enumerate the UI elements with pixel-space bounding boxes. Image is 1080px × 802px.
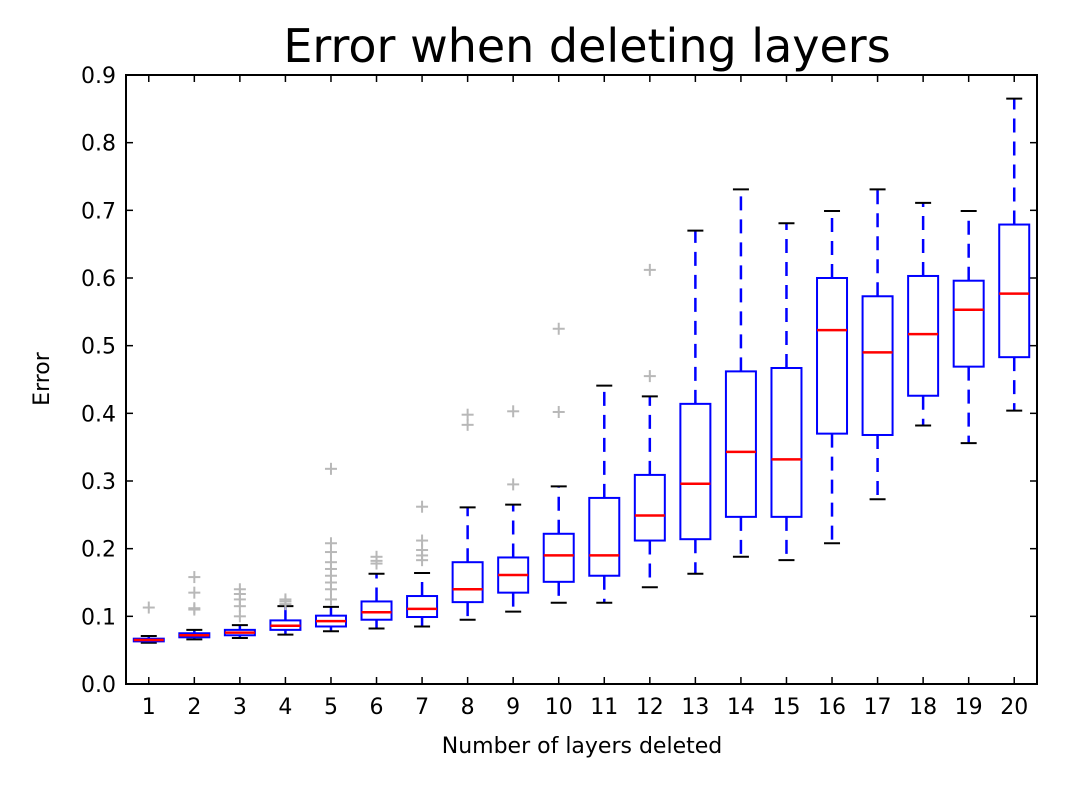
x-tick-label-2: 2 — [187, 695, 201, 720]
flier-5-8 — [324, 537, 337, 550]
x-tick-label-5: 5 — [324, 695, 338, 720]
y-tick-label-8: 0.8 — [81, 132, 116, 157]
flier-7-5 — [416, 500, 429, 513]
box-19 — [952, 279, 985, 368]
flier-2-2 — [188, 602, 201, 615]
box-11 — [588, 496, 621, 577]
box-18 — [907, 274, 940, 397]
y-tick-label-1: 0.1 — [81, 605, 116, 630]
flier-7-4 — [416, 534, 429, 547]
y-tick-label-4: 0.4 — [81, 402, 116, 427]
x-tick-label-14: 14 — [727, 695, 755, 720]
box-10 — [542, 532, 575, 583]
x-tick-label-18: 18 — [909, 695, 937, 720]
flier-8-2 — [461, 408, 474, 421]
x-tick-label-8: 8 — [461, 695, 475, 720]
y-tick-label-6: 0.6 — [81, 267, 116, 292]
x-tick-label-12: 12 — [636, 695, 664, 720]
flier-3-5 — [233, 583, 246, 596]
box-7 — [406, 595, 439, 619]
flier-8-1 — [461, 418, 474, 431]
x-tick-label-17: 17 — [864, 695, 892, 720]
box-13 — [679, 402, 712, 541]
box-17 — [861, 295, 894, 436]
flier-5-9 — [324, 462, 337, 475]
box-12 — [633, 473, 666, 542]
flier-10-1 — [552, 405, 565, 418]
box-15 — [770, 366, 803, 518]
flier-3-1 — [233, 610, 246, 623]
flier-5-6 — [324, 556, 337, 569]
box-20 — [998, 223, 1031, 359]
y-tick-label-3: 0.3 — [81, 470, 116, 495]
x-tick-label-20: 20 — [1000, 695, 1028, 720]
flier-5-1 — [324, 593, 337, 606]
flier-2-4 — [188, 571, 201, 584]
box-16 — [816, 277, 849, 435]
chart-title: Error when deleting layers — [283, 19, 890, 73]
y-tick-label-7: 0.7 — [81, 199, 116, 224]
x-tick-label-3: 3 — [233, 695, 247, 720]
x-tick-label-11: 11 — [590, 695, 618, 720]
box-14 — [724, 370, 757, 518]
flier-6-3 — [370, 550, 383, 563]
y-tick-label-5: 0.5 — [81, 335, 116, 360]
flier-4-3 — [279, 593, 292, 606]
flier-1-1 — [142, 601, 155, 614]
x-tick-label-9: 9 — [506, 695, 520, 720]
y-tick-label-0: 0.0 — [81, 673, 116, 698]
x-tick-label-10: 10 — [545, 695, 573, 720]
y-axis-label: Error — [30, 351, 55, 406]
flier-12-2 — [643, 263, 656, 276]
flier-9-1 — [507, 478, 520, 491]
box-6 — [360, 600, 393, 621]
flier-9-2 — [507, 405, 520, 418]
x-tick-label-4: 4 — [278, 695, 292, 720]
flier-2-3 — [188, 586, 201, 599]
x-tick-label-15: 15 — [772, 695, 800, 720]
x-tick-label-6: 6 — [370, 695, 384, 720]
box-8 — [451, 561, 484, 604]
x-tick-label-13: 13 — [681, 695, 709, 720]
y-tick-label-9: 0.9 — [81, 64, 116, 89]
plot-area: 0.00.10.20.30.40.50.60.70.80.91 2 3 4 5 6 7 8 9 1… — [81, 64, 1037, 720]
x-tick-label-16: 16 — [818, 695, 846, 720]
x-tick-label-7: 7 — [415, 695, 429, 720]
flier-10-2 — [552, 322, 565, 335]
y-tick-label-2: 0.2 — [81, 538, 116, 563]
x-axis-label: Number of layers deleted — [442, 734, 723, 759]
x-tick-label-19: 19 — [955, 695, 983, 720]
plot-frame — [125, 74, 1038, 685]
flier-12-1 — [643, 370, 656, 383]
x-tick-label-1: 1 — [142, 695, 156, 720]
